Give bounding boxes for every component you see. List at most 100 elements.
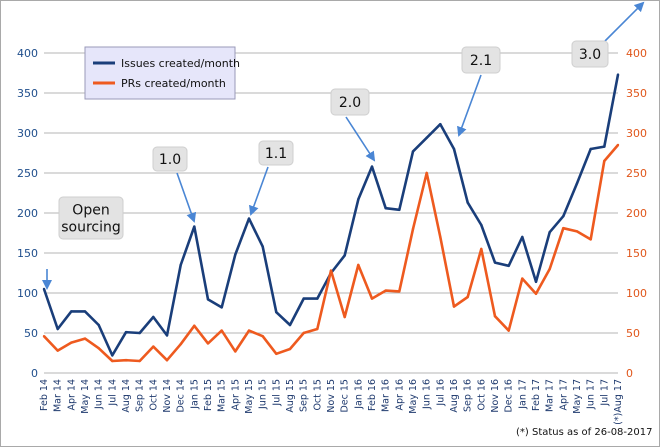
x-tick-label: Apr 16: [394, 379, 405, 411]
data-point-prs: [343, 315, 346, 319]
annotation-box: [330, 88, 370, 116]
data-point-issues: [70, 310, 73, 313]
x-tick-label: Feb 14: [39, 379, 50, 411]
data-point-issues: [247, 217, 251, 220]
data-point-prs: [247, 329, 251, 332]
x-tick-label: Aug 14: [121, 379, 132, 413]
data-point-prs: [480, 247, 483, 251]
x-tick-label: Jul 17: [599, 379, 610, 407]
data-point-issues: [206, 298, 210, 301]
x-tick-label: Nov 15: [326, 379, 337, 413]
data-point-issues: [589, 147, 592, 151]
series-line-issues: [42, 74, 620, 357]
x-tick-label: Feb 15: [203, 379, 214, 411]
data-point-issues: [521, 235, 524, 239]
x-tick-label: Oct 15: [312, 379, 323, 411]
legend: Issues created/month PRs created/month: [84, 46, 240, 100]
x-tick-label: Aug 16: [449, 379, 460, 413]
data-point-prs: [124, 359, 128, 362]
data-point-prs: [548, 267, 551, 271]
x-tick-label: Jan 16: [353, 379, 364, 410]
x-tick-label: Feb 17: [531, 379, 542, 411]
x-tick-label: Jun 17: [586, 379, 597, 410]
x-tick-label: Mar 16: [381, 379, 392, 412]
data-point-prs: [575, 230, 579, 233]
x-tick-label: Apr 17: [558, 379, 569, 411]
x-tick-label: Mar 17: [545, 379, 556, 412]
data-point-issues: [316, 297, 319, 300]
data-point-issues: [124, 331, 128, 334]
data-point-prs: [562, 227, 565, 230]
data-point-prs: [411, 227, 415, 231]
data-point-issues: [111, 354, 114, 357]
annotation-arrow: [604, 1, 645, 42]
annotation-box: [258, 140, 294, 166]
y-right-tick-label: 400: [626, 47, 647, 60]
x-tick-label: Sep 15: [299, 379, 310, 412]
data-point-issues: [398, 208, 401, 211]
x-tick-label: Jan 17: [517, 379, 528, 410]
x-tick-label: Jul 16: [435, 379, 446, 407]
x-tick-label: Mar 14: [53, 379, 64, 412]
x-tick-label: Mar 15: [217, 379, 228, 412]
y-right-tick-label: 50: [626, 327, 640, 340]
data-point-issues: [384, 207, 387, 210]
annotation-label: 1.1: [265, 146, 287, 162]
x-tick-label: Jan 15: [189, 379, 200, 410]
x-tick-label: Apr 14: [66, 379, 77, 411]
data-point-prs: [261, 335, 264, 338]
y-right-tick-label: 300: [626, 127, 647, 140]
y-right-tick-label: 200: [626, 207, 647, 220]
data-point-prs: [521, 277, 524, 280]
data-point-issues: [343, 254, 346, 257]
annotation-label: Open: [72, 203, 109, 219]
data-point-issues: [507, 264, 510, 267]
x-tick-label: Oct 14: [148, 379, 159, 411]
data-point-issues: [548, 231, 551, 234]
data-point-prs: [97, 347, 100, 350]
data-point-prs: [179, 343, 182, 346]
annotation-arrow: [176, 172, 197, 223]
annotation-label: 1.0: [159, 152, 181, 168]
y-left-tick-label: 400: [17, 47, 38, 60]
data-point-prs: [193, 324, 196, 327]
data-point-prs: [589, 238, 592, 241]
x-tick-label: Dec 15: [340, 379, 351, 413]
data-point-issues: [42, 287, 46, 291]
y-left-tick-label: 100: [17, 287, 38, 300]
data-point-prs: [425, 171, 428, 175]
data-point-prs: [56, 349, 59, 352]
data-point-issues: [603, 145, 606, 148]
data-point-prs: [288, 347, 292, 351]
y-right-tick-label: 150: [626, 247, 647, 260]
data-point-issues: [493, 261, 497, 264]
data-point-prs: [466, 295, 469, 299]
data-point-issues: [534, 280, 538, 283]
data-point-issues: [439, 123, 442, 126]
y-right-tick-label: 100: [626, 287, 647, 300]
y-left-tick-label: 250: [17, 167, 38, 180]
x-tick-label: Aug 15: [285, 379, 296, 413]
x-tick-label: May 15: [244, 379, 255, 414]
data-point-prs: [370, 297, 374, 300]
x-tick-label: Dec 16: [504, 379, 515, 413]
x-tick-label: Nov 14: [162, 379, 173, 413]
data-point-prs: [206, 342, 210, 345]
data-point-prs: [70, 341, 73, 344]
data-point-prs: [398, 290, 401, 293]
x-tick-label: Jun 15: [258, 379, 269, 410]
data-point-prs: [534, 292, 538, 295]
y-left-tick-label: 350: [17, 87, 38, 100]
data-point-prs: [439, 235, 442, 239]
data-point-prs: [234, 350, 237, 353]
annotation-label: 3.0: [579, 47, 601, 63]
annotation-box: [461, 46, 501, 74]
x-tick-label: Feb 16: [367, 379, 378, 411]
data-point-prs: [83, 337, 87, 340]
data-point-prs: [302, 331, 305, 335]
y-left-tick-label: 150: [17, 247, 38, 260]
data-point-prs: [452, 305, 456, 308]
